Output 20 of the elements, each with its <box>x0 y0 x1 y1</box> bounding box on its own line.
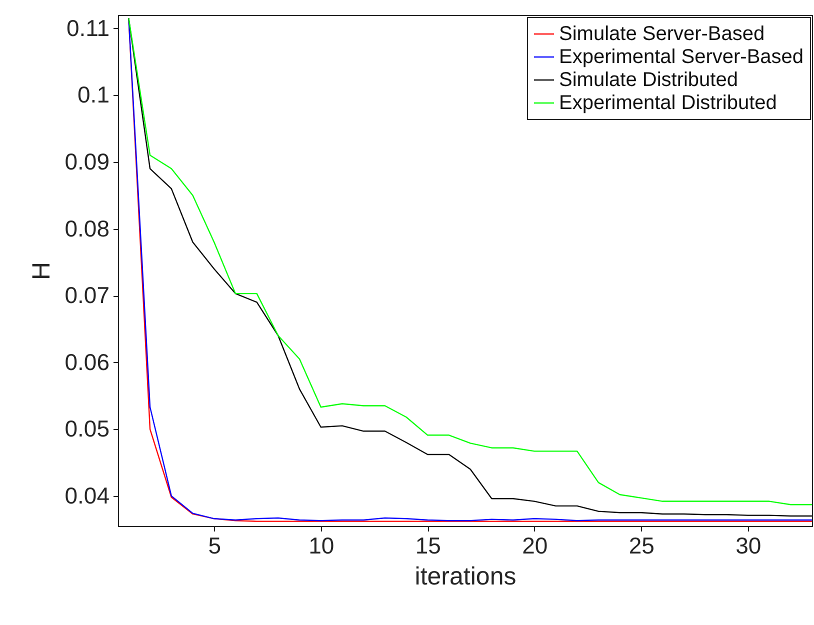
x-tick-label: 20 <box>522 532 548 558</box>
y-axis-title: H <box>28 262 56 280</box>
y-tick-label: 0.08 <box>64 215 110 242</box>
x-tick-label: 15 <box>415 532 441 558</box>
legend-label: Experimental Server-Based <box>559 46 804 68</box>
y-tick-label: 0.11 <box>66 14 110 41</box>
y-tick-label: 0.04 <box>64 482 110 508</box>
x-axis-title: iterations <box>414 562 516 590</box>
legend-label: Experimental Distributed <box>559 92 777 114</box>
legend-label: Simulate Distributed <box>559 69 738 91</box>
x-tick-label: 25 <box>628 532 654 558</box>
x-tick-label: 30 <box>736 532 762 558</box>
x-tick-label: 10 <box>308 532 334 558</box>
x-tick-label: 5 <box>208 532 221 558</box>
y-tick-label: 0.05 <box>64 416 110 442</box>
legend-label: Simulate Server-Based <box>559 23 765 45</box>
y-tick-label: 0.07 <box>64 282 110 308</box>
y-tick-label: 0.1 <box>78 82 110 108</box>
y-tick-label: 0.06 <box>64 348 110 375</box>
y-tick-label: 0.09 <box>64 148 110 174</box>
